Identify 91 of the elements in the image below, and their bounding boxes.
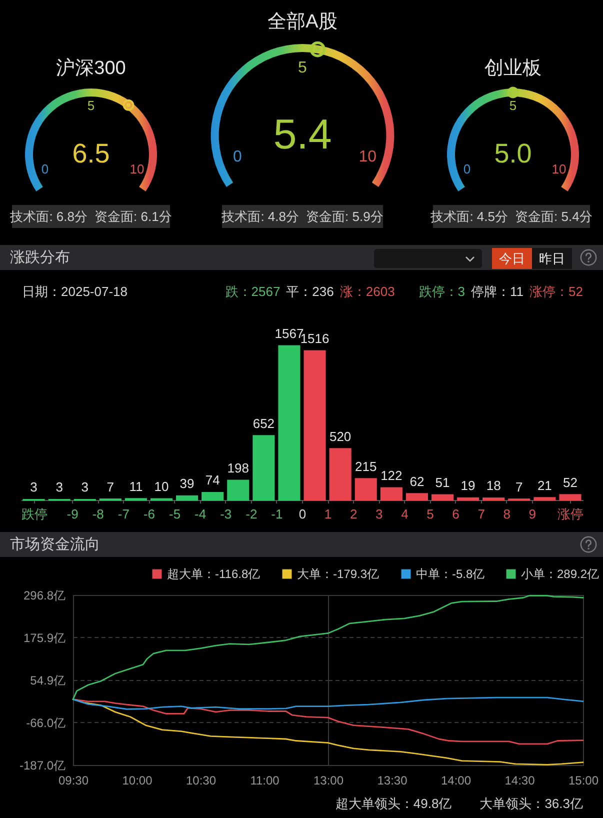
y-tick-label: 54.9亿 [30, 674, 66, 688]
x-tick-label: 5 [426, 506, 434, 522]
x-tick-label: -7 [118, 506, 130, 522]
data-label: 5.0 [494, 138, 532, 168]
info-box: 技术面: 4.8分 资金面: 5.9分 [222, 205, 383, 228]
toggle-buttons: 今日 昨日 [492, 248, 572, 269]
x-tick-label: -5 [168, 506, 181, 522]
y-tick-label: 296.8亿 [23, 588, 66, 602]
legend-label: 大单：-179.3亿 [297, 567, 380, 581]
text: 0 [232, 148, 242, 166]
text: 创业板 [484, 58, 542, 79]
header-bar: 市场资金流向 [0, 532, 603, 557]
x-tick-label: 11:00 [250, 774, 280, 788]
y-tick-label: 175.9亿 [23, 630, 66, 645]
x-tick-label: 13:30 [377, 774, 408, 788]
x-tick-label: 15:00 [568, 774, 599, 788]
x-tick-label: 跌停 [21, 506, 48, 522]
x-tick-label: 14:00 [440, 774, 472, 788]
x-tick-label: 2 [350, 506, 358, 522]
x-tick-label: 8 [503, 506, 510, 522]
x-tick-label: 09:30 [58, 774, 89, 788]
x-tick-label: -4 [194, 506, 206, 522]
legend-label: 中单：-5.8亿 [416, 567, 485, 581]
text: 日期：2025-07-18 [22, 284, 128, 300]
data-label: 18 [486, 478, 501, 494]
text: 5 [87, 98, 95, 114]
x-tick-label: 3 [376, 506, 383, 522]
x-tick-label: 13:00 [313, 774, 344, 788]
data-label: 51 [435, 474, 450, 490]
x-tick-label: -6 [143, 506, 156, 522]
data-label: 520 [329, 428, 352, 444]
data-label: 7 [106, 479, 114, 494]
text: 涨停：52 [530, 284, 583, 300]
data-label: 122 [380, 468, 402, 484]
x-tick-label: -3 [220, 506, 232, 522]
data-label: 39 [180, 476, 194, 492]
x-tick-label: 6 [452, 506, 460, 522]
data-label: 3 [81, 480, 88, 495]
text: 超大单领头：49.8亿 [335, 796, 452, 812]
x-tick-label: 0 [298, 506, 306, 522]
data-label: 3 [30, 480, 38, 495]
data-label: 19 [460, 478, 476, 494]
text: 5 [509, 98, 517, 114]
text: 跌：2567 [225, 284, 280, 300]
data-label: 3 [56, 480, 63, 495]
x-tick-label: -9 [66, 506, 78, 522]
data-label: 5.4 [273, 110, 332, 158]
legend-label: 小单：289.2亿 [521, 567, 600, 581]
data-label: 6.5 [72, 138, 110, 168]
data-label: 652 [252, 416, 275, 431]
y-tick-label: -66.0亿 [26, 716, 66, 730]
data-label: 21 [537, 478, 552, 493]
text: 0 [41, 161, 49, 176]
x-tick-label: 9 [528, 506, 536, 522]
text: 停牌：11 [471, 284, 524, 300]
x-tick-label: 涨停 [558, 506, 584, 522]
chart-title: 涨跌分布 [10, 248, 70, 267]
text: 平：236 [286, 284, 334, 300]
text: 10 [552, 161, 566, 176]
info-box: 技术面: 6.8分 资金面: 6.1分 [12, 205, 170, 228]
x-tick-label: -2 [246, 506, 258, 522]
data-label: 11 [129, 478, 143, 494]
text: 5 [298, 59, 308, 76]
x-tick-label: 10:00 [122, 774, 153, 788]
x-tick-label: 4 [401, 506, 408, 522]
data-label: 74 [205, 472, 220, 488]
data-label: 10 [154, 479, 169, 494]
info-box: 技术面: 4.5分 资金面: 5.4分 [433, 205, 590, 228]
text: 大单领头：36.3亿 [480, 796, 583, 812]
data-label: 215 [355, 458, 377, 474]
text: 全部A股 [268, 10, 338, 32]
x-tick-label: 14:30 [504, 774, 536, 788]
text: 0 [463, 161, 471, 176]
data-label: 62 [410, 474, 424, 489]
x-tick-label: 10:30 [186, 774, 216, 788]
text: 沪深300 [56, 57, 126, 79]
data-label: 7 [516, 479, 523, 494]
x-tick-label: 7 [478, 506, 485, 522]
text: 跌停：3 [418, 284, 466, 300]
x-tick-label: -1 [271, 506, 283, 522]
legend-label: 超大单：-116.8亿 [167, 567, 260, 581]
text: 10 [358, 148, 377, 166]
y-tick-label: -187.0亿 [19, 758, 66, 772]
data-label: 52 [562, 474, 578, 490]
text: 10 [130, 161, 144, 176]
data-label: 198 [227, 460, 249, 476]
x-tick-label: -8 [92, 506, 104, 522]
data-label: 1567 [274, 326, 304, 341]
text: 涨：2603 [340, 284, 395, 300]
x-tick-label: 1 [324, 506, 332, 522]
chart-title: 市场资金流向 [10, 535, 100, 554]
